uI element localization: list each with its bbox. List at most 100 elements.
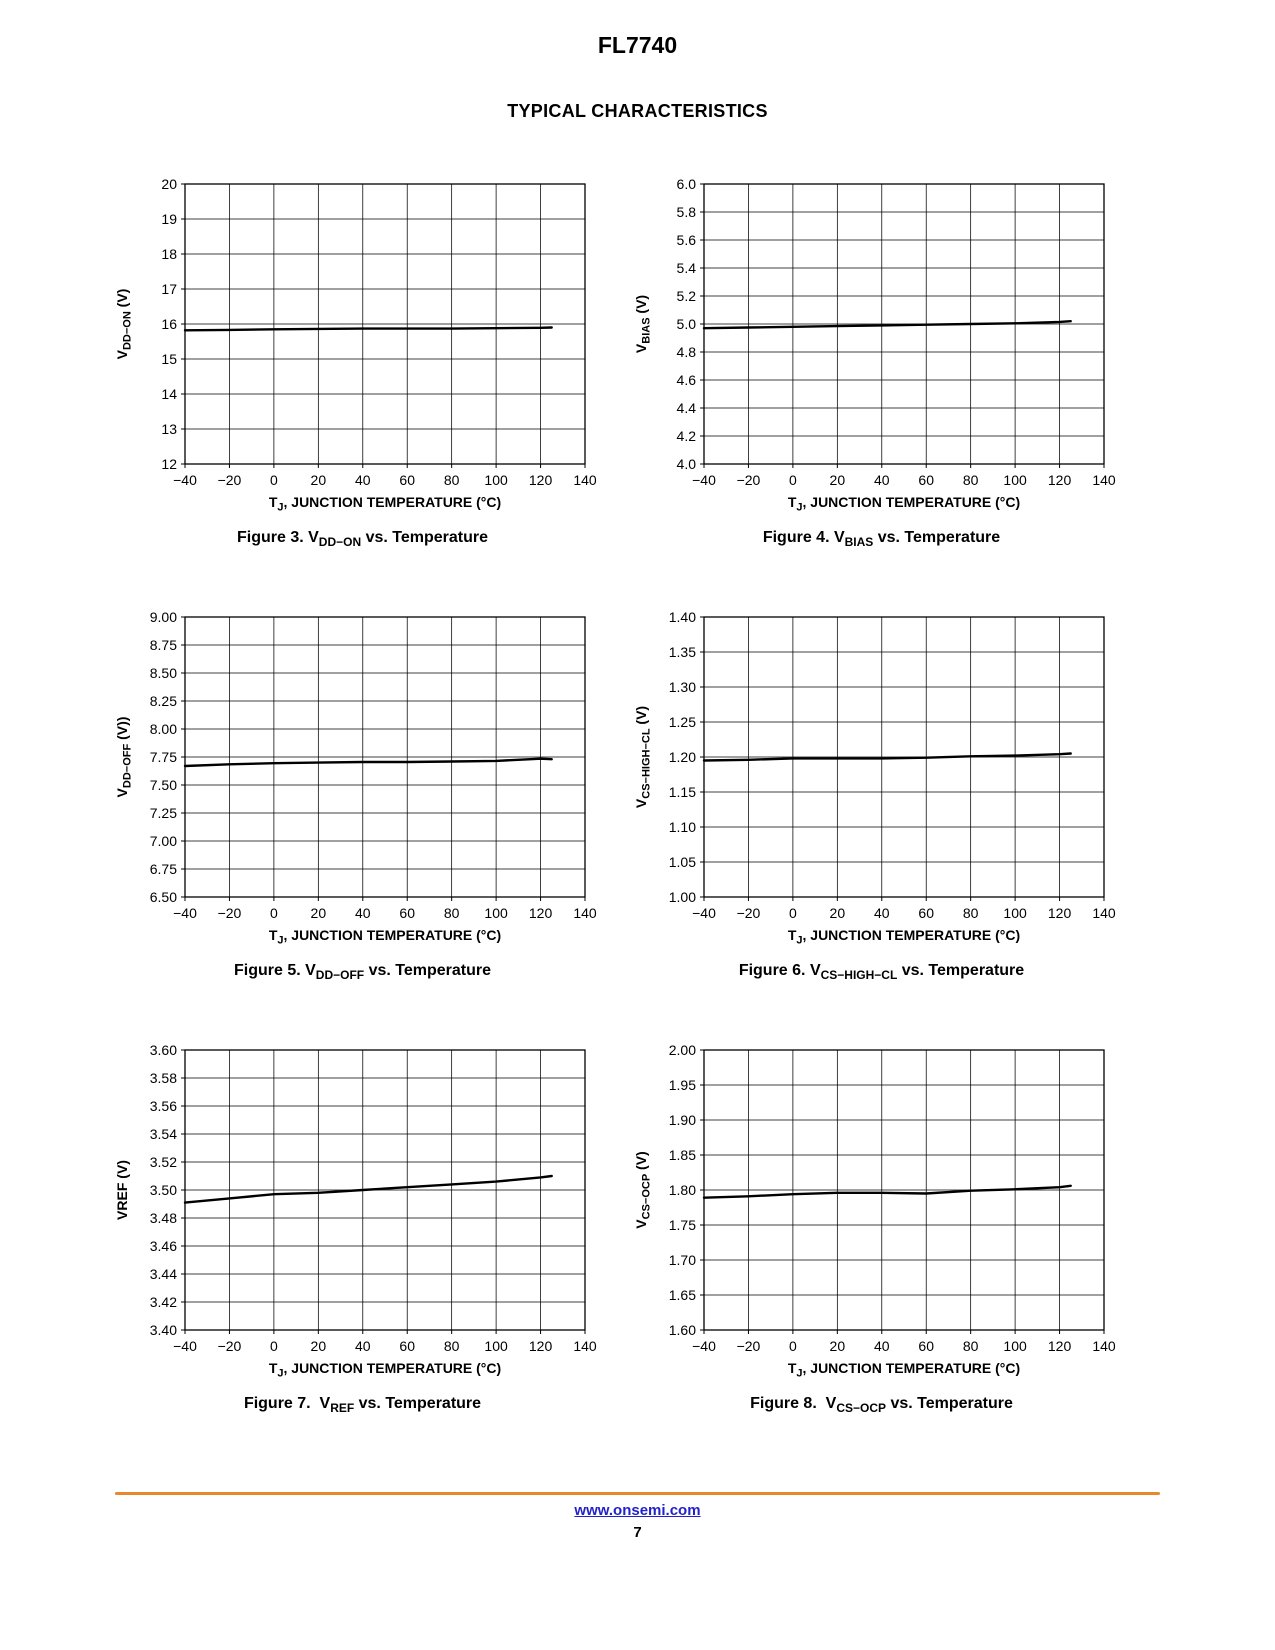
svg-text:12: 12	[161, 456, 177, 472]
svg-text:7.75: 7.75	[149, 749, 176, 765]
svg-text:VCS−OCP (V): VCS−OCP (V)	[633, 1152, 653, 1229]
svg-text:100: 100	[484, 905, 508, 921]
svg-text:140: 140	[573, 472, 597, 488]
svg-text:3.44: 3.44	[149, 1266, 176, 1282]
svg-text:0: 0	[788, 1338, 796, 1354]
svg-text:1.25: 1.25	[668, 714, 695, 730]
svg-text:40: 40	[873, 905, 889, 921]
svg-text:VREF (V): VREF (V)	[114, 1160, 130, 1220]
svg-text:6.50: 6.50	[149, 889, 176, 905]
svg-text:3.54: 3.54	[149, 1126, 176, 1142]
svg-text:3.52: 3.52	[149, 1154, 176, 1170]
svg-text:4.0: 4.0	[676, 456, 696, 472]
figure-6: −40 −20 0 20 40 60 80 100 120 140 1.00 1.05 1.10 1.15…	[629, 607, 1134, 982]
svg-text:80: 80	[443, 905, 459, 921]
svg-text:−40: −40	[692, 472, 716, 488]
svg-text:5.0: 5.0	[676, 316, 696, 332]
svg-text:120: 120	[1047, 472, 1071, 488]
svg-text:3.46: 3.46	[149, 1238, 176, 1254]
svg-text:TJ, JUNCTION TEMPERATURE (°C): TJ, JUNCTION TEMPERATURE (°C)	[787, 927, 1019, 945]
svg-text:3.48: 3.48	[149, 1210, 176, 1226]
svg-text:40: 40	[873, 1338, 889, 1354]
svg-text:60: 60	[918, 1338, 934, 1354]
figure-8: −40 −20 0 20 40 60 80 100 120 140 1.60 1.65 1.70 1.75…	[629, 1040, 1134, 1415]
svg-text:0: 0	[788, 472, 796, 488]
svg-text:VDD−ON (V): VDD−ON (V)	[114, 289, 134, 360]
svg-text:1.15: 1.15	[668, 784, 695, 800]
svg-text:40: 40	[354, 905, 370, 921]
figure-7: −40 −20 0 20 40 60 80 100 120 140 3.40 3.42 3.44 3.46…	[110, 1040, 615, 1415]
onsemi-link[interactable]: www.onsemi.com	[574, 1502, 701, 1519]
svg-text:60: 60	[918, 905, 934, 921]
svg-text:TJ, JUNCTION TEMPERATURE (°C): TJ, JUNCTION TEMPERATURE (°C)	[268, 1360, 500, 1378]
svg-text:0: 0	[788, 905, 796, 921]
figure-5-plot: −40 −20 0 20 40 60 80 100 120 140 6.50 6.75 7.00 7.25…	[111, 607, 615, 950]
series-line	[183, 1175, 553, 1205]
svg-text:120: 120	[528, 1338, 552, 1354]
svg-text:120: 120	[528, 905, 552, 921]
figure-3: −40 −20 0 20 40 60 80 100 120 140 12 13 14 15 16 17 18 19…	[110, 174, 615, 549]
svg-text:5.6: 5.6	[676, 232, 696, 248]
svg-text:4.2: 4.2	[676, 428, 696, 444]
svg-text:20: 20	[310, 472, 326, 488]
svg-text:140: 140	[1092, 472, 1116, 488]
svg-text:1.05: 1.05	[668, 854, 695, 870]
svg-text:−20: −20	[736, 1338, 760, 1354]
svg-text:0: 0	[269, 1338, 277, 1354]
figure-4-caption: Figure 4. VBIAS vs. Temperature	[762, 529, 1001, 550]
svg-text:18: 18	[161, 246, 177, 262]
svg-text:4.8: 4.8	[676, 344, 696, 360]
svg-text:TJ, JUNCTION TEMPERATURE (°C): TJ, JUNCTION TEMPERATURE (°C)	[787, 494, 1019, 512]
svg-text:140: 140	[1092, 905, 1116, 921]
svg-text:7.50: 7.50	[149, 777, 176, 793]
svg-text:40: 40	[354, 472, 370, 488]
svg-text:16: 16	[161, 316, 177, 332]
svg-text:−40: −40	[692, 905, 716, 921]
svg-text:−20: −20	[736, 472, 760, 488]
svg-text:100: 100	[1003, 905, 1027, 921]
figure-3-plot: −40 −20 0 20 40 60 80 100 120 140 12 13 14 15 16 17 18 19…	[111, 174, 615, 517]
svg-text:40: 40	[354, 1338, 370, 1354]
svg-text:1.80: 1.80	[668, 1182, 695, 1198]
svg-text:20: 20	[161, 176, 177, 192]
svg-text:140: 140	[573, 905, 597, 921]
charts-grid: −40 −20 0 20 40 60 80 100 120 140 12 13 14 15 16 17 18 19…	[110, 174, 1275, 1416]
chart-svg: −40 −20 0 20 40 60 80 100 120 140 12 13 14 15 16 17 18 19…	[114, 176, 597, 514]
svg-text:6.0: 6.0	[676, 176, 696, 192]
figure-4-plot: −40 −20 0 20 40 60 80 100 120 140 4.0 4.2 4.4 4.6 4.8 5…	[630, 174, 1134, 517]
svg-text:40: 40	[873, 472, 889, 488]
svg-text:20: 20	[829, 905, 845, 921]
svg-text:−20: −20	[217, 1338, 241, 1354]
svg-text:80: 80	[962, 472, 978, 488]
svg-text:100: 100	[484, 1338, 508, 1354]
page-number: 7	[633, 1524, 642, 1541]
svg-text:100: 100	[1003, 1338, 1027, 1354]
svg-text:−20: −20	[217, 472, 241, 488]
svg-text:6.75: 6.75	[149, 861, 176, 877]
series-line	[183, 326, 553, 332]
svg-text:3.58: 3.58	[149, 1070, 176, 1086]
svg-text:120: 120	[1047, 1338, 1071, 1354]
svg-text:−40: −40	[173, 1338, 197, 1354]
svg-text:1.65: 1.65	[668, 1287, 695, 1303]
svg-text:20: 20	[829, 1338, 845, 1354]
figure-3-caption: Figure 3. VDD−ON vs. Temperature	[236, 529, 488, 550]
svg-text:20: 20	[310, 905, 326, 921]
svg-text:80: 80	[443, 1338, 459, 1354]
svg-text:80: 80	[962, 905, 978, 921]
figure-5: −40 −20 0 20 40 60 80 100 120 140 6.50 6.75 7.00 7.25…	[110, 607, 615, 982]
svg-text:60: 60	[399, 1338, 415, 1354]
svg-text:8.00: 8.00	[149, 721, 176, 737]
svg-text:100: 100	[484, 472, 508, 488]
svg-text:13: 13	[161, 421, 177, 437]
svg-text:0: 0	[269, 472, 277, 488]
svg-text:1.20: 1.20	[668, 749, 695, 765]
series-line	[183, 757, 553, 768]
svg-text:100: 100	[1003, 472, 1027, 488]
svg-text:1.00: 1.00	[668, 889, 695, 905]
figure-7-plot: −40 −20 0 20 40 60 80 100 120 140 3.40 3.42 3.44 3.46…	[111, 1040, 615, 1383]
svg-text:20: 20	[829, 472, 845, 488]
figure-6-plot: −40 −20 0 20 40 60 80 100 120 140 1.00 1.05 1.10 1.15…	[630, 607, 1134, 950]
svg-text:TJ, JUNCTION TEMPERATURE (°C): TJ, JUNCTION TEMPERATURE (°C)	[268, 494, 500, 512]
